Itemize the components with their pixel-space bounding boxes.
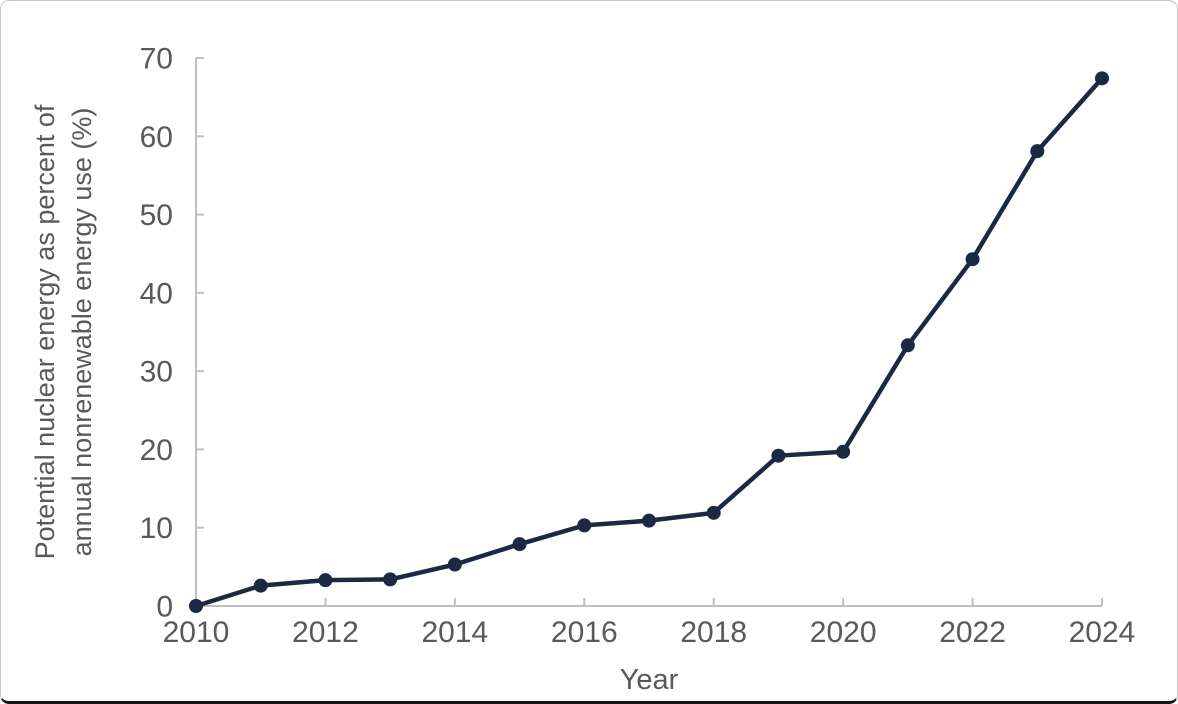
y-axis-title-line1: Potential nuclear energy as percent of (30, 104, 60, 560)
x-tick-label: 2016 (551, 616, 618, 649)
data-point (642, 513, 656, 528)
y-tick-label: 70 (140, 43, 173, 76)
x-tick-label: 2022 (939, 616, 1006, 649)
y-tick-label: 10 (140, 512, 173, 545)
data-point (383, 572, 398, 587)
data-point (189, 599, 203, 613)
x-axis-title: Year (619, 664, 679, 696)
y-tick-label: 20 (140, 434, 173, 467)
x-tick-label: 2024 (1069, 616, 1136, 649)
data-point (1030, 144, 1045, 159)
y-tick-label: 40 (140, 277, 173, 310)
data-point (512, 537, 527, 552)
x-tick-label: 2012 (292, 616, 359, 649)
x-tick-label: 2020 (810, 616, 877, 649)
data-point (965, 252, 980, 267)
data-point (318, 573, 333, 588)
y-axis-title-line2: annual nonrenewable energy use (%) (67, 107, 97, 557)
y-tick-label: 0 (156, 591, 173, 624)
data-point (771, 448, 786, 463)
y-tick-label: 60 (140, 121, 173, 154)
data-point (577, 518, 592, 533)
x-tick-label: 2010 (163, 616, 230, 649)
y-axis-title: Potential nuclear energy as percent of a… (27, 105, 101, 560)
data-point (447, 557, 462, 572)
data-point (900, 338, 915, 353)
data-point (836, 444, 851, 459)
y-tick-label: 50 (140, 199, 173, 232)
data-point (1095, 71, 1109, 86)
y-tick-label: 30 (140, 356, 173, 389)
data-point (706, 505, 721, 520)
x-tick-label: 2018 (680, 616, 747, 649)
x-tick-label: 2014 (421, 616, 488, 649)
data-point (253, 578, 268, 593)
